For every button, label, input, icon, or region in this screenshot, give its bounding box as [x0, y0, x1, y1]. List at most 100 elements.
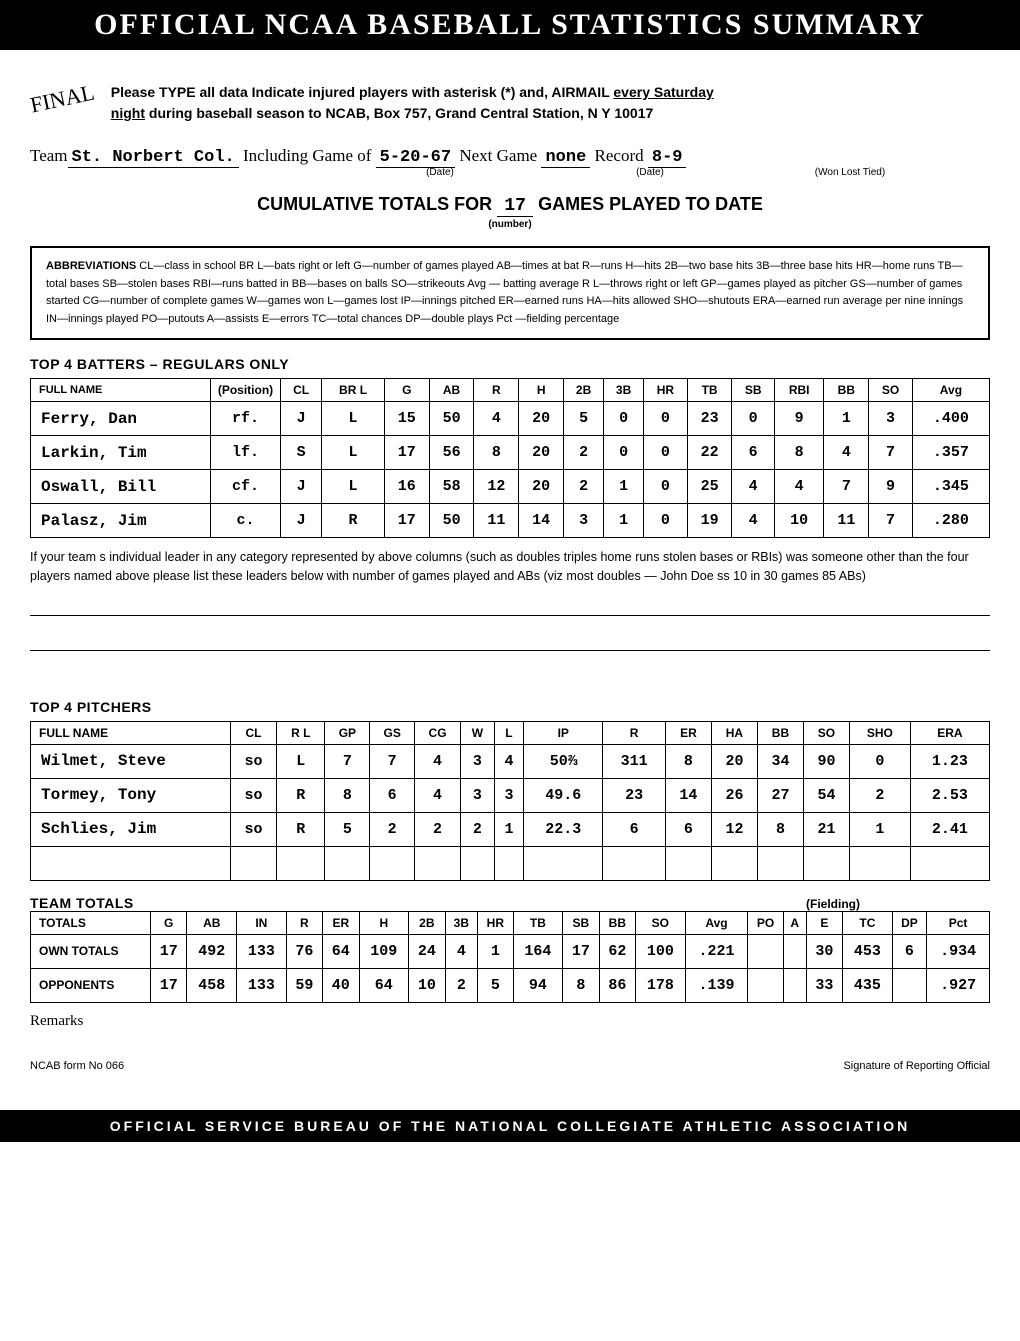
pitchers-col-13: SO — [803, 721, 849, 744]
totals-col-14: Avg — [685, 911, 748, 934]
pitchers-col-10: ER — [665, 721, 711, 744]
pitcher-w: 3 — [461, 778, 495, 812]
batter-hr: 0 — [644, 402, 688, 436]
batter-rbi: 4 — [774, 470, 824, 504]
pitcher-gp: 5 — [325, 812, 370, 846]
pitchers-col-15: ERA — [910, 721, 989, 744]
totals-g: 17 — [151, 968, 187, 1002]
abbrev-head: ABBREVIATIONS — [46, 260, 136, 272]
including-label: Including Game of — [243, 146, 376, 165]
pitchers-heading: TOP 4 PITCHERS — [30, 699, 990, 715]
pitcher-ha: 20 — [711, 744, 757, 778]
batter-cl: J — [281, 504, 322, 538]
batter-rbi: 10 — [774, 504, 824, 538]
totals-col-18: TC — [843, 911, 893, 934]
batters-heading: TOP 4 BATTERS – REGULARS ONLY — [30, 356, 990, 372]
batter-brl: L — [322, 402, 385, 436]
batters-col-7: H — [519, 379, 564, 402]
pitcher-w — [461, 846, 495, 880]
totals-2b: 24 — [409, 934, 445, 968]
team-label: Team — [30, 146, 68, 165]
totals-col-4: R — [286, 911, 322, 934]
batter-cl: J — [281, 402, 322, 436]
pitchers-col-0: FULL NAME — [31, 721, 231, 744]
pitchers-table: FULL NAMECLR LGPGSCGWLIPRERHABBSOSHOERA … — [30, 721, 990, 881]
batter-brl: L — [322, 436, 385, 470]
record-value: 8-9 — [648, 148, 687, 168]
totals-e: 33 — [806, 968, 842, 1002]
totals-col-3: IN — [237, 911, 287, 934]
pitcher-cl: so — [231, 778, 277, 812]
pitcher-ip: 50⅔ — [524, 744, 603, 778]
batter-g: 17 — [384, 436, 429, 470]
batter-h: 14 — [519, 504, 564, 538]
totals-pct: .927 — [927, 968, 990, 1002]
pitcher-cg: 2 — [415, 812, 461, 846]
pitcher-bb — [757, 846, 803, 880]
batter-so: 7 — [869, 504, 913, 538]
pitchers-col-12: BB — [757, 721, 803, 744]
totals-hr: 1 — [478, 934, 513, 968]
pitcher-so: 90 — [803, 744, 849, 778]
batters-col-6: R — [474, 379, 519, 402]
batters-col-14: BB — [824, 379, 869, 402]
totals-col-7: 2B — [409, 911, 445, 934]
pitchers-col-2: R L — [277, 721, 325, 744]
pitcher-rl: L — [277, 744, 325, 778]
batter-tb: 23 — [687, 402, 732, 436]
team-name: St. Norbert Col. — [68, 148, 239, 168]
pitcher-er: 14 — [665, 778, 711, 812]
pitcher-ha: 26 — [711, 778, 757, 812]
team-line: TeamSt. Norbert Col. Including Game of 5… — [30, 146, 990, 167]
batter-g: 17 — [384, 504, 429, 538]
batters-col-15: SO — [869, 379, 913, 402]
pitcher-r: 6 — [603, 812, 666, 846]
pitcher-row: Schlies, JimsoR5222122.3661282112.41 — [31, 812, 990, 846]
pitcher-ip — [524, 846, 603, 880]
pitcher-bb: 27 — [757, 778, 803, 812]
batter-h: 20 — [519, 402, 564, 436]
pitcher-so: 54 — [803, 778, 849, 812]
intro-every-sat: every Saturday — [613, 84, 713, 100]
batters-col-1: (Position) — [211, 379, 281, 402]
batter-pos: cf. — [211, 470, 281, 504]
totals-row: OPPONENTS17458133594064102594886178.1393… — [31, 968, 990, 1002]
batter-ab: 58 — [429, 470, 474, 504]
pitcher-sho: 2 — [849, 778, 910, 812]
date-label-1: (Date) — [400, 167, 480, 178]
totals-po — [748, 968, 783, 1002]
batter-row: Oswall, Billcf.JL16581220210254479.345 — [31, 470, 990, 504]
batter-hr: 0 — [644, 504, 688, 538]
batter-avg: .280 — [912, 504, 989, 538]
final-stamp: FINAL — [28, 80, 97, 119]
including-value: 5-20-67 — [376, 148, 455, 168]
totals-pct: .934 — [927, 934, 990, 968]
batters-table: FULL NAME(Position)CLBR LGABRH2B3BHRTBSB… — [30, 378, 990, 538]
instructions: Please TYPE all data Indicate injured pl… — [111, 82, 714, 124]
totals-tc: 453 — [843, 934, 893, 968]
cum-post: GAMES PLAYED TO DATE — [533, 194, 763, 214]
batter-sb: 4 — [732, 470, 774, 504]
pitcher-so — [803, 846, 849, 880]
batter-name: Oswall, Bill — [31, 470, 211, 504]
pitcher-gp: 7 — [325, 744, 370, 778]
pitcher-er — [665, 846, 711, 880]
batter-2b: 2 — [564, 436, 604, 470]
pitcher-ip: 49.6 — [524, 778, 603, 812]
totals-ab: 492 — [187, 934, 237, 968]
batter-ab: 50 — [429, 504, 474, 538]
abbrev-body: CL—class in school BR L—bats right or le… — [46, 260, 963, 325]
batter-name: Ferry, Dan — [31, 402, 211, 436]
totals-3b: 2 — [445, 968, 478, 1002]
pitcher-sho — [849, 846, 910, 880]
totals-ab: 458 — [187, 968, 237, 1002]
batter-row: Ferry, Danrf.JL1550420500230913.400 — [31, 402, 990, 436]
batter-row: Palasz, Jimc.JR1750111431019410117.280 — [31, 504, 990, 538]
totals-h: 64 — [359, 968, 409, 1002]
batters-col-16: Avg — [912, 379, 989, 402]
pitcher-era: 2.41 — [910, 812, 989, 846]
batter-bb: 4 — [824, 436, 869, 470]
totals-col-9: HR — [478, 911, 513, 934]
signature-label: Signature of Reporting Official — [843, 1060, 990, 1072]
batter-3b: 0 — [604, 402, 644, 436]
